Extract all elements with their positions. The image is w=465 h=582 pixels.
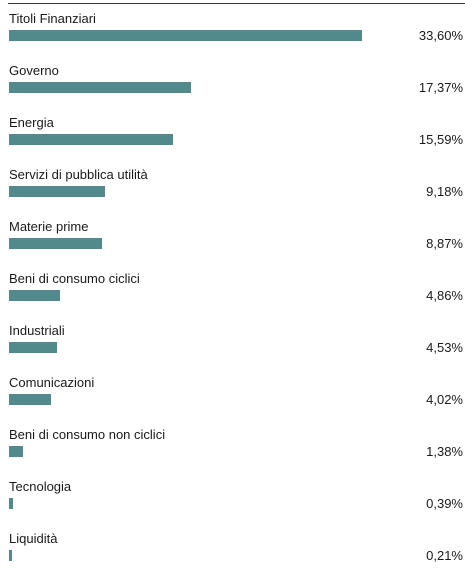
value-label: 4,53% [426,340,463,355]
chart-row: Comunicazioni 4,02% [0,374,465,426]
category-label: Comunicazioni [9,375,95,390]
bar [9,498,14,509]
chart-row: Governo 17,37% [0,62,465,114]
chart-row: Beni di consumo non ciclici 1,38% [0,426,465,478]
value-label: 8,87% [426,236,463,251]
category-label: Beni di consumo non ciclici [9,427,166,442]
category-label: Energia [9,115,54,130]
category-label: Titoli Finanziari [9,11,96,26]
value-label: 17,37% [418,80,463,95]
category-label: Industriali [9,323,65,338]
value-label: 4,02% [426,392,463,407]
category-label: Liquidità [9,531,58,546]
bar [9,30,362,41]
bar [9,82,192,93]
top-rule [8,3,465,4]
value-label: 15,59% [418,132,463,147]
chart-row: Tecnologia 0,39% [0,478,465,530]
value-label: 4,86% [426,288,463,303]
bar [9,186,106,197]
value-label: 0,21% [426,548,463,563]
value-label: 0,39% [426,496,463,511]
category-label: Materie prime [9,219,89,234]
value-label: 1,38% [426,444,463,459]
category-label: Beni di consumo ciclici [9,271,140,286]
bar [9,342,57,353]
chart-row: Titoli Finanziari 33,60% [0,10,465,62]
chart-row: Liquidità 0,21% [0,530,465,582]
chart-row: Servizi di pubblica utilità 9,18% [0,166,465,218]
bar [9,238,103,249]
bar [9,446,24,457]
chart-row: Industriali 4,53% [0,322,465,374]
bar [9,290,61,301]
value-label: 9,18% [426,184,463,199]
chart-row: Energia 15,59% [0,114,465,166]
value-label: 33,60% [418,28,463,43]
chart-row: Materie prime 8,87% [0,218,465,270]
chart-row: Beni di consumo ciclici 4,86% [0,270,465,322]
bar [9,550,12,561]
category-label: Servizi di pubblica utilità [9,167,148,182]
bar [9,134,173,145]
category-label: Tecnologia [9,479,72,494]
category-label: Governo [9,63,59,78]
bar [9,394,52,405]
